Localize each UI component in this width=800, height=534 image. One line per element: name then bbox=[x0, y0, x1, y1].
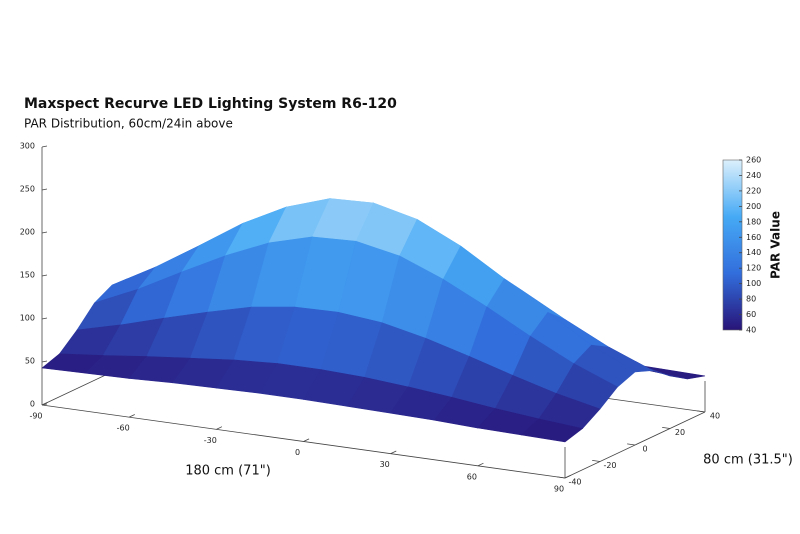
x-tick-label: 30 bbox=[380, 460, 390, 469]
y-tick-label: -40 bbox=[568, 478, 581, 487]
colorbar-tick-label: 260 bbox=[746, 156, 761, 165]
x-tick bbox=[216, 426, 223, 430]
colorbar-tick-label: 180 bbox=[746, 217, 761, 226]
colorbar-tick-label: 40 bbox=[746, 326, 756, 335]
x-tick-label: -60 bbox=[117, 424, 130, 433]
z-tick bbox=[41, 188, 48, 191]
z-tick bbox=[41, 145, 48, 148]
z-tick-label: 100 bbox=[20, 314, 35, 323]
y-tick-label: 0 bbox=[642, 445, 647, 454]
chart-subtitle: PAR Distribution, 60cm/24in above bbox=[24, 117, 233, 131]
x-axis-label: 180 cm (71") bbox=[185, 464, 271, 479]
colorbar-tick-label: 240 bbox=[746, 171, 761, 180]
y-axis-label: 80 cm (31.5") bbox=[703, 453, 793, 468]
z-tick-label: 0 bbox=[30, 400, 35, 409]
y-tick bbox=[662, 427, 671, 429]
colorbar-tick-label: 220 bbox=[746, 186, 761, 195]
x-tick-label: -90 bbox=[29, 412, 42, 421]
colorbar-tick-label: 120 bbox=[746, 264, 761, 273]
z-tick-label: 200 bbox=[20, 228, 35, 237]
y-tick bbox=[627, 443, 636, 446]
colorbar-tick-label: 160 bbox=[746, 233, 761, 242]
z-tick-label: 250 bbox=[20, 185, 35, 194]
z-tick bbox=[41, 360, 48, 363]
colorbar-tick-label: 100 bbox=[746, 279, 761, 288]
colorbar-tick-label: 60 bbox=[746, 310, 756, 319]
x-tick-label: 0 bbox=[295, 448, 300, 457]
colorbar bbox=[722, 159, 743, 331]
z-tick bbox=[41, 231, 48, 234]
x-tick bbox=[390, 450, 397, 455]
z-tick-label: 300 bbox=[20, 142, 35, 151]
chart-title: Maxspect Recurve LED Lighting System R6-… bbox=[24, 96, 397, 112]
x-tick bbox=[303, 438, 310, 442]
x-tick bbox=[477, 462, 484, 467]
z-tick-label: 50 bbox=[25, 357, 35, 366]
x-tick-label: 90 bbox=[554, 485, 564, 494]
z-tick-label: 150 bbox=[20, 271, 35, 280]
x-tick-label: -30 bbox=[204, 436, 217, 445]
z-tick bbox=[41, 403, 48, 406]
y-tick-label: 20 bbox=[675, 428, 685, 437]
colorbar-label: PAR Value bbox=[769, 211, 783, 279]
x-tick bbox=[564, 474, 571, 479]
colorbar-tick-label: 80 bbox=[746, 295, 756, 304]
z-tick bbox=[41, 317, 48, 320]
colorbar-tick-label: 200 bbox=[746, 202, 761, 211]
y-tick bbox=[697, 410, 706, 413]
y-tick bbox=[557, 476, 566, 479]
colorbar-tick-label: 140 bbox=[746, 248, 761, 257]
x-tick bbox=[128, 414, 135, 418]
z-tick bbox=[41, 274, 48, 277]
y-tick bbox=[592, 460, 601, 462]
y-tick-label: 40 bbox=[710, 412, 720, 421]
surface-patch bbox=[520, 418, 584, 443]
x-tick-label: 60 bbox=[467, 472, 477, 481]
y-tick-label: -20 bbox=[603, 461, 616, 470]
